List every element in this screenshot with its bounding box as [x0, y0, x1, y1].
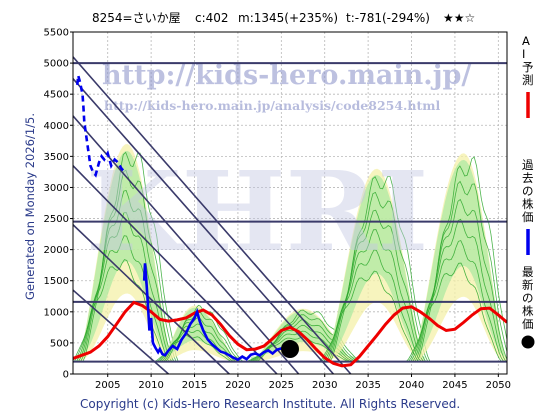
y-tick-label-8: 4000	[44, 121, 69, 132]
band-path-4-3	[412, 198, 507, 362]
band-core-3	[324, 175, 425, 362]
x-tick-label-8: 2045	[442, 380, 467, 391]
y-tick-label-0: 0	[63, 370, 69, 381]
y-tick-label-3: 1500	[44, 276, 69, 287]
watermark-url: http://kids-hero.main.jp/	[102, 60, 471, 91]
y-tick-label-9: 4500	[44, 90, 69, 101]
band-path-3-2	[323, 229, 424, 362]
trend-line-2	[73, 115, 300, 374]
x-tick-label-4: 2025	[269, 380, 294, 391]
generated-date: Generated on Monday 2026/1/5.	[23, 113, 37, 300]
band-path-3-4	[327, 191, 429, 362]
watermark: KHRI http://kids-hero.main.jp/ http://ki…	[86, 60, 471, 276]
rating-stars: ★★☆	[443, 11, 475, 25]
legend-label-0: A I 予測	[522, 34, 534, 87]
y-tick-label-1: 500	[50, 338, 69, 349]
y-tick-label-2: 1000	[44, 307, 69, 318]
x-tick-label-5: 2030	[312, 380, 337, 391]
trend-line-3	[73, 165, 278, 374]
band-path-1-4	[162, 310, 242, 362]
y-tick-label-11: 5500	[44, 28, 69, 39]
x-tick-label-9: 2050	[486, 380, 511, 391]
latest-price-marker	[281, 340, 299, 359]
x-tick-label-0: 2005	[95, 380, 120, 391]
band-path-0-4	[80, 169, 177, 362]
x-tick-label-6: 2035	[355, 380, 380, 391]
past-segment-0	[76, 75, 126, 178]
legend-marker-2	[521, 335, 535, 349]
x-tick-label-2: 2015	[182, 380, 207, 391]
trend-lines	[73, 56, 352, 374]
trend-line-4	[73, 224, 230, 374]
legend-label-1: 過去の株価	[522, 158, 534, 224]
past-segment-1	[142, 263, 291, 362]
y-tick-label-5: 2500	[44, 214, 69, 225]
legend-label-2: 最新の株価	[522, 265, 534, 331]
plot-frame	[72, 31, 508, 375]
band-path-0-5	[82, 151, 179, 362]
x-tick-label-3: 2020	[225, 380, 250, 391]
watermark-big: KHRI	[86, 147, 428, 276]
band-core-4	[411, 159, 507, 362]
y-axis-ticks: 0 500 1000 1500 2000 2500 3000 3500 4000 4500 5000…	[44, 28, 73, 381]
ai-forecast-series	[73, 300, 507, 368]
horizontal-levels	[73, 62, 507, 363]
trend-line-5	[73, 289, 170, 374]
copyright: Copyright (c) Kids-Hero Research Institu…	[80, 397, 460, 411]
stat-t: t:-781(-294%)	[346, 11, 430, 25]
past-price-series	[76, 75, 291, 362]
y-tick-label-7: 3500	[44, 152, 69, 163]
band-path-4-5	[416, 156, 507, 362]
y-tick-label-6: 3000	[44, 183, 69, 194]
x-axis-ticks: 2005 2010 2015 2020 2025 2030 2035 2040 2045 2050	[95, 374, 511, 391]
y-tick-label-10: 5000	[44, 59, 69, 70]
trend-line-0	[73, 56, 352, 374]
band-path-3-5	[329, 175, 431, 362]
x-tick-label-7: 2040	[399, 380, 424, 391]
band-path-3-3	[325, 209, 426, 362]
y-tick-label-4: 2000	[44, 245, 69, 256]
chart-title: 8254=さいか屋	[92, 11, 181, 25]
watermark-analysis-url: http://kids-hero.main.jp/analysis/code82…	[104, 98, 440, 113]
stat-m: m:1345(+235%)	[238, 11, 338, 25]
stat-current: c:402	[195, 11, 229, 25]
band-path-4-4	[414, 180, 507, 362]
band-path-1-2	[158, 323, 237, 362]
x-tick-label-1: 2010	[138, 380, 163, 391]
trend-line-1	[73, 78, 335, 374]
